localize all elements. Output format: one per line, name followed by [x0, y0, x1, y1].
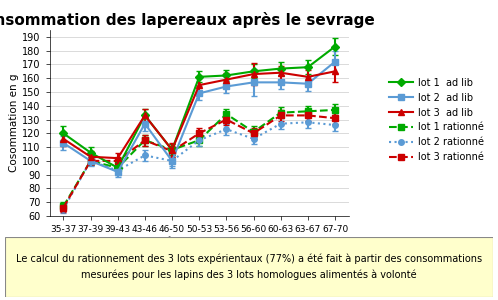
- Text: Consommation des lapereaux après le sevrage: Consommation des lapereaux après le sevr…: [0, 12, 375, 28]
- X-axis label: âge (jours): âge (jours): [165, 237, 234, 247]
- Y-axis label: Cosommation en g: Cosommation en g: [9, 74, 19, 172]
- Text: Le calcul du rationnement des 3 lots expérientaux (77%) a été fait à partir des : Le calcul du rationnement des 3 lots exp…: [16, 254, 482, 280]
- Legend: lot 1  ad lib, lot 2  ad lib, lot 3  ad lib, lot 1 rationné, lot 2 rationné, lot: lot 1 ad lib, lot 2 ad lib, lot 3 ad lib…: [385, 74, 488, 166]
- FancyBboxPatch shape: [5, 237, 493, 297]
